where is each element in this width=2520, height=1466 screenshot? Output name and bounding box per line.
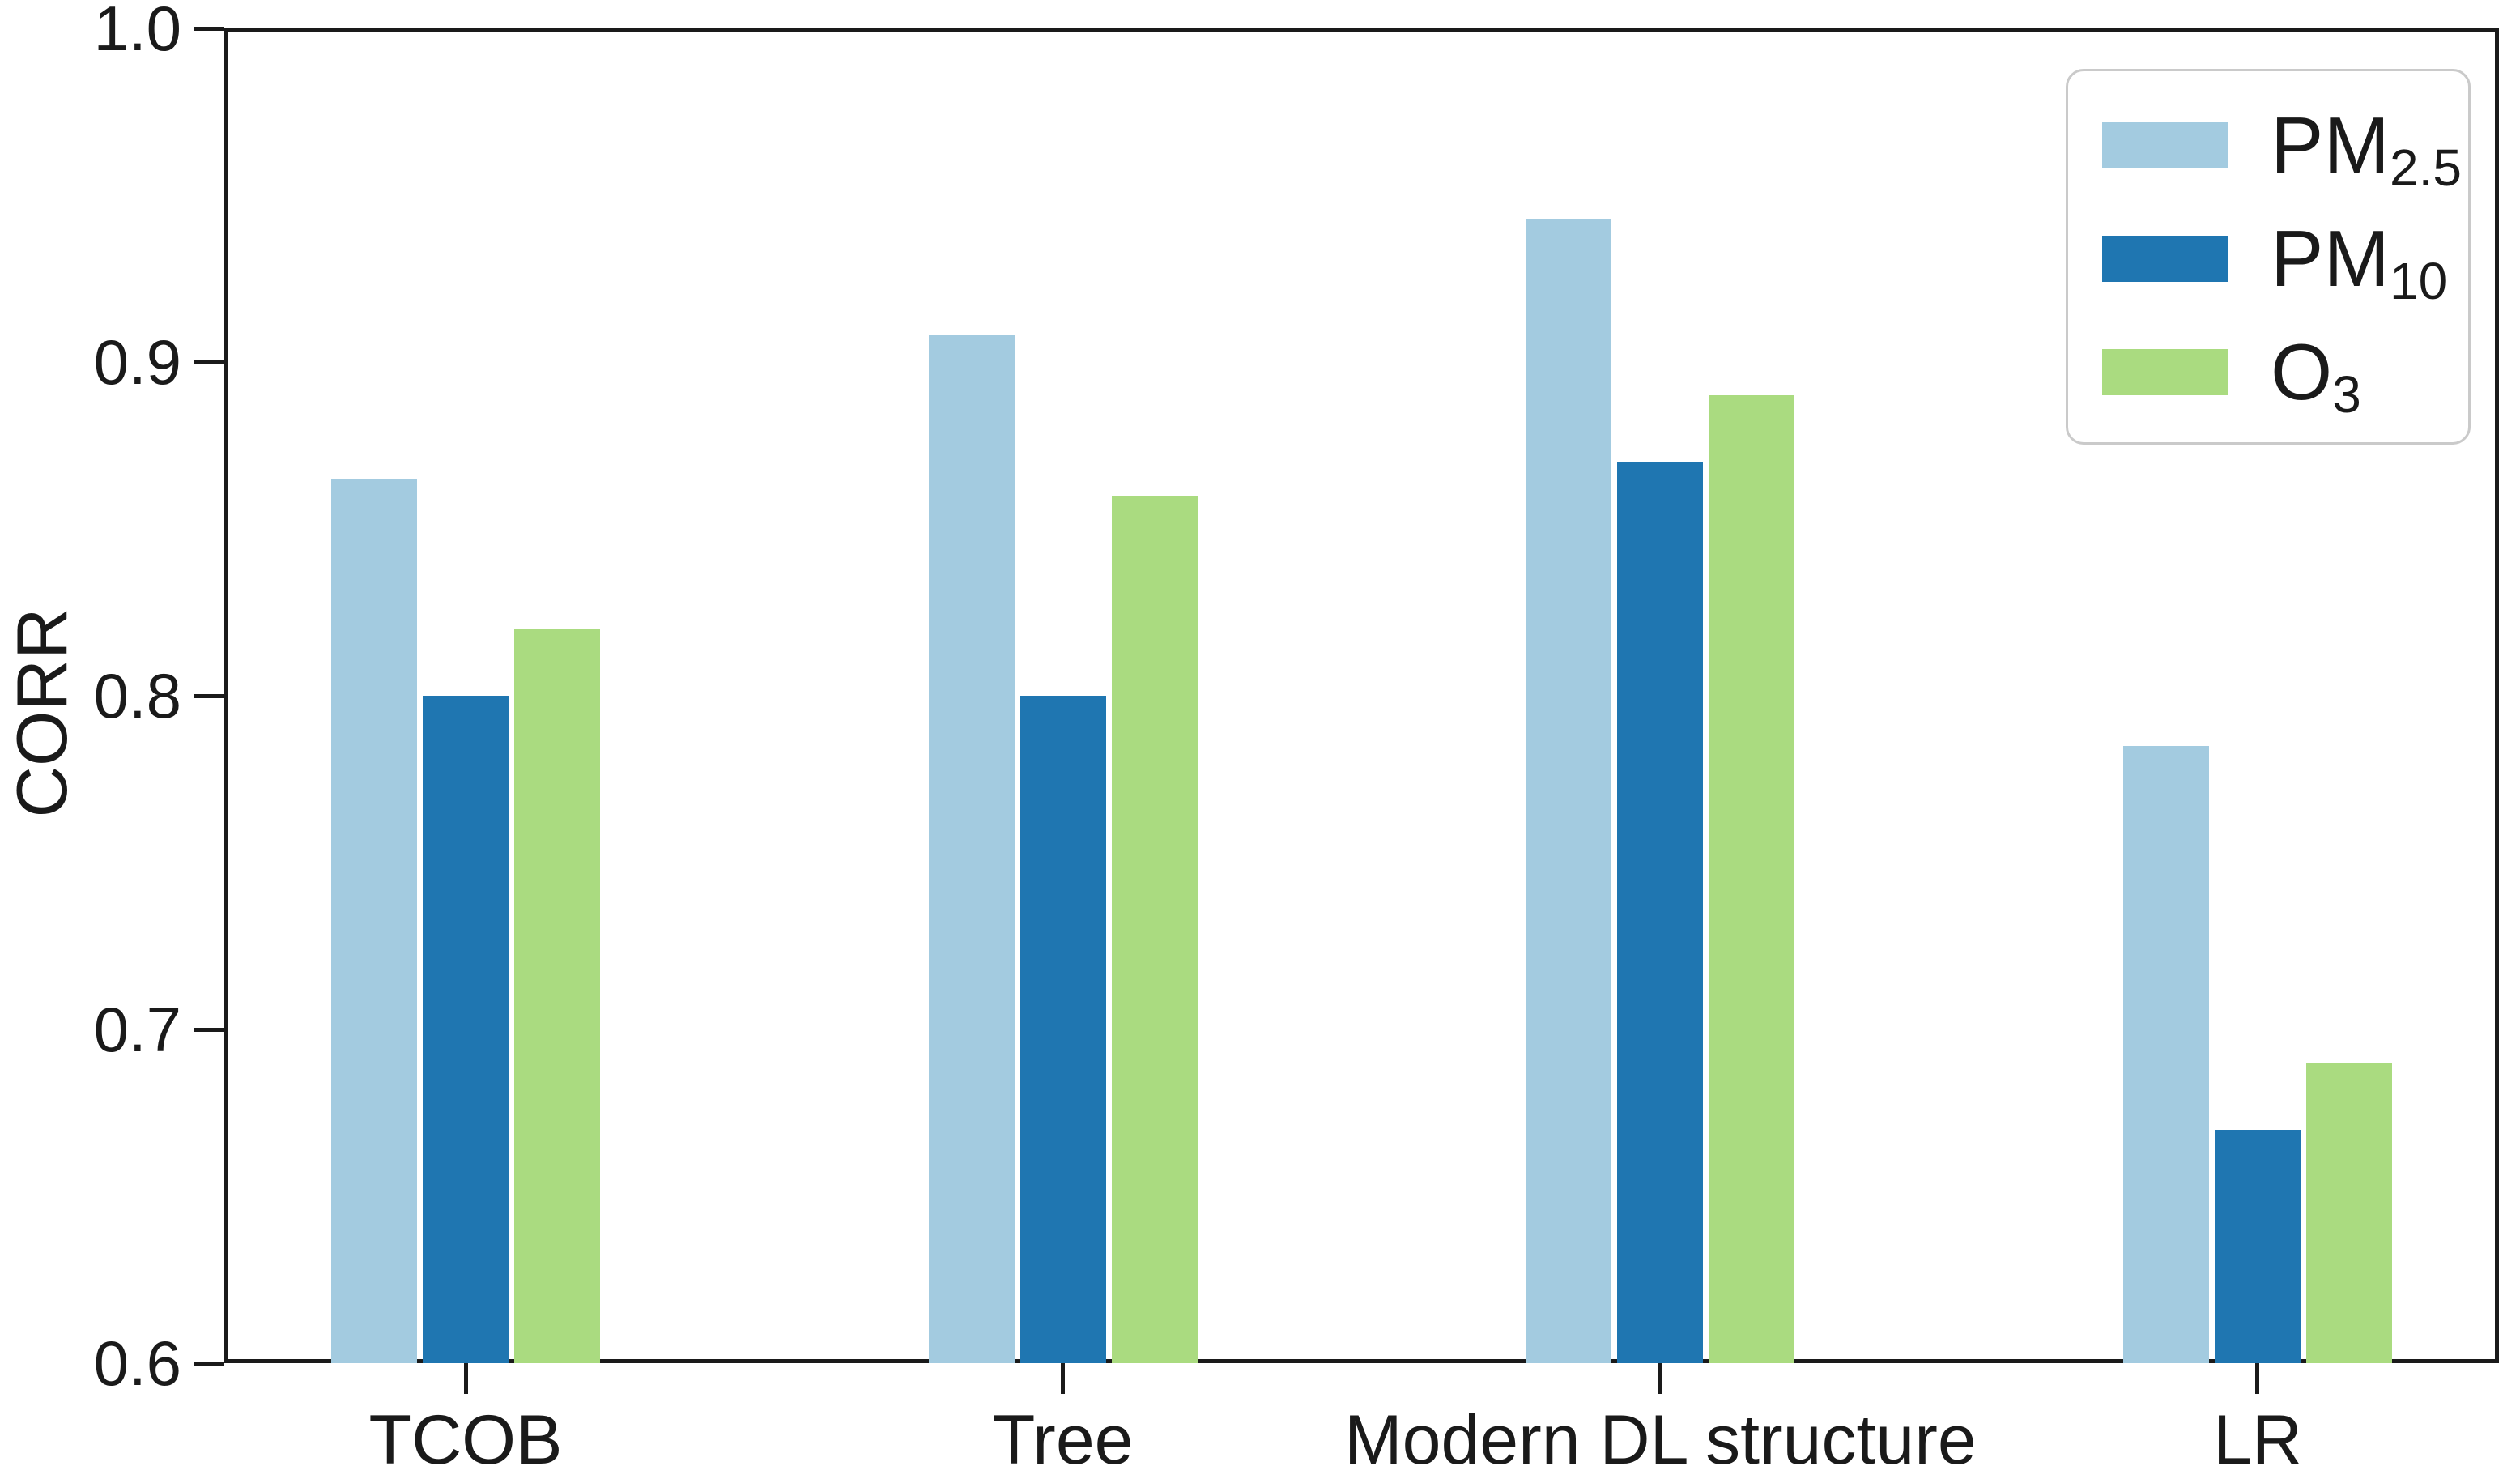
y-tick-mark xyxy=(194,693,224,698)
x-tick-mark xyxy=(1658,1363,1662,1394)
legend-label-PM10: PM10 xyxy=(2271,214,2448,310)
legend-item-PM2.5: PM2.5 xyxy=(2102,105,2462,194)
y-tick-label: 0.6 xyxy=(93,1327,181,1399)
bar-O3-LR xyxy=(2305,1063,2392,1363)
legend-swatch-PM2.5 xyxy=(2102,121,2228,168)
x-tick-mark xyxy=(1061,1363,1066,1394)
bar-O3-TCOB xyxy=(514,629,600,1363)
legend-swatch-O3 xyxy=(2102,348,2228,395)
bar-PM2.5-TCOB xyxy=(331,479,417,1363)
bar-PM2.5-LR xyxy=(2122,745,2209,1363)
legend-swatch-PM10 xyxy=(2102,235,2228,282)
x-tick-label: Modern DL structure xyxy=(1343,1401,1977,1466)
y-tick-mark xyxy=(194,26,224,31)
y-tick-label: 0.7 xyxy=(93,994,181,1065)
legend: PM2.5 PM10 O3 xyxy=(2066,69,2471,445)
bar-PM10-Modern DL structure xyxy=(1617,462,1704,1363)
legend-label-O3: O3 xyxy=(2271,327,2361,424)
x-tick-label: TCOB xyxy=(368,1401,563,1466)
bar-PM2.5-Tree xyxy=(928,335,1015,1363)
legend-item-O3: O3 xyxy=(2102,327,2444,424)
bar-O3-Tree xyxy=(1111,495,1198,1363)
bar-PM10-Tree xyxy=(1019,696,1106,1363)
y-tick-mark xyxy=(194,1361,224,1366)
legend-label-PM2.5: PM2.5 xyxy=(2271,100,2462,197)
legend-item-PM10: PM10 xyxy=(2102,214,2448,310)
x-tick-mark xyxy=(463,1363,468,1394)
y-tick-label: 1.0 xyxy=(93,0,181,64)
bar-PM10-TCOB xyxy=(423,696,509,1363)
y-tick-mark xyxy=(194,1027,224,1032)
y-tick-label: 0.9 xyxy=(93,326,181,398)
y-tick-label: 0.8 xyxy=(93,660,181,731)
bar-PM10-LR xyxy=(2214,1129,2301,1363)
bar-PM2.5-Modern DL structure xyxy=(1526,218,1612,1363)
y-tick-mark xyxy=(194,360,224,364)
x-tick-mark xyxy=(2255,1363,2260,1394)
x-tick-label: Tree xyxy=(992,1401,1134,1466)
x-tick-label: LR xyxy=(2213,1401,2302,1466)
bar-O3-Modern DL structure xyxy=(1709,395,1795,1363)
